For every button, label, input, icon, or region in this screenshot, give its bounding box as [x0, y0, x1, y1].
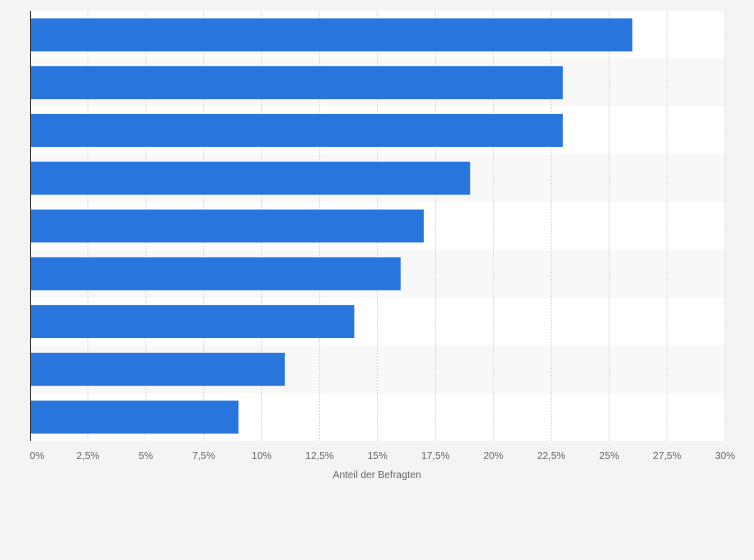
x-tick-label: 15% — [367, 451, 387, 462]
x-tick-label: 20% — [483, 451, 503, 462]
x-tick-labels: 0% 2,5% 5% 7,5% 10% 12,5% 15% 17,5% 20% 22,5% 25% 2… — [30, 451, 735, 462]
bar — [30, 305, 355, 339]
bar — [30, 161, 471, 195]
x-tick-label: 17,5% — [421, 451, 449, 462]
x-tick-label: 2,5% — [77, 451, 100, 462]
bar — [30, 209, 424, 243]
bar — [30, 352, 285, 386]
x-tick-label: 10% — [252, 451, 272, 462]
x-tick-label: 12,5% — [305, 451, 333, 462]
x-tick-label: 30% — [715, 451, 735, 462]
x-tick-label: 7,5% — [192, 451, 215, 462]
bar — [30, 18, 633, 52]
x-axis-title: Anteil der Befragten — [333, 470, 421, 481]
x-tick-label: 0% — [30, 451, 45, 462]
x-tick-label: 22,5% — [537, 451, 565, 462]
bar — [30, 257, 401, 291]
x-tick-label: 25% — [599, 451, 619, 462]
bar — [30, 113, 563, 147]
bar — [30, 66, 563, 100]
x-tick-label: 5% — [139, 451, 154, 462]
x-tick-label: 27,5% — [653, 451, 681, 462]
bar — [30, 400, 239, 434]
bars — [30, 18, 633, 434]
